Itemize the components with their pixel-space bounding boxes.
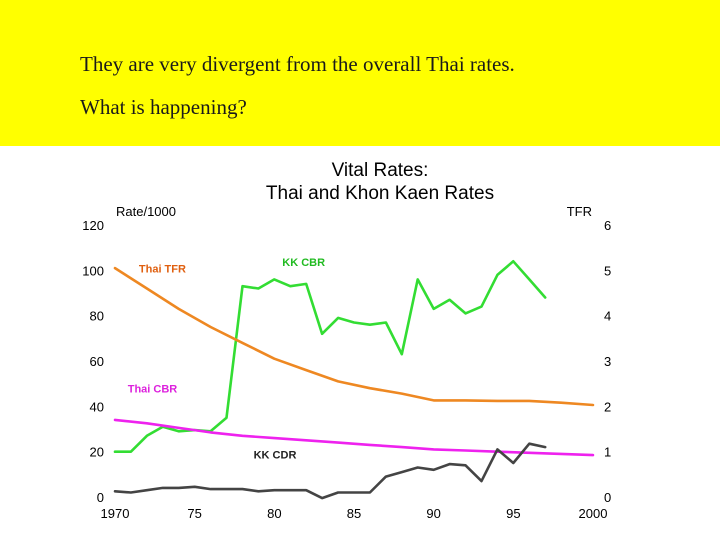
series-label-kk-cdr: KK CDR <box>254 449 297 461</box>
x-tick-1980: 80 <box>267 506 281 521</box>
x-tick-1995: 95 <box>506 506 520 521</box>
x-tick-1970: 1970 <box>101 506 130 521</box>
x-tick-2000: 2000 <box>579 506 608 521</box>
y-tick-left-40: 40 <box>90 399 104 414</box>
x-tick-1975: 75 <box>187 506 201 521</box>
series-line-kk-cdr <box>113 442 547 500</box>
series-label-kk-cbr: KK CBR <box>282 257 325 269</box>
x-tick-1990: 90 <box>426 506 440 521</box>
x-tick-1985: 85 <box>347 506 361 521</box>
y-tick-right-5: 5 <box>604 263 611 278</box>
y-tick-right-0: 0 <box>604 490 611 505</box>
series-line-thai-cbr <box>113 418 595 457</box>
y-axis-label-right: TFR <box>567 204 592 219</box>
series-label-thai-tfr: Thai TFR <box>139 264 186 276</box>
slide-banner: They are very divergent from the overall… <box>0 0 720 146</box>
y-tick-left-120: 120 <box>82 218 104 233</box>
y-tick-right-6: 6 <box>604 218 611 233</box>
chart-series-labels: KK CBR Thai TFR Thai CBR KK CDR <box>128 257 325 462</box>
y-tick-left-100: 100 <box>82 263 104 278</box>
series-line-kk-cbr <box>113 259 547 454</box>
y-tick-left-60: 60 <box>90 354 104 369</box>
y-tick-right-2: 2 <box>604 399 611 414</box>
y-tick-left-20: 20 <box>90 445 104 460</box>
series-line-thai-tfr <box>113 266 595 407</box>
y-tick-left-80: 80 <box>90 309 104 324</box>
y-tick-right-3: 3 <box>604 354 611 369</box>
y-axis-label-left: Rate/1000 <box>116 204 176 219</box>
chart-title-line-1: Vital Rates: <box>332 160 429 181</box>
series-label-thai-cbr: Thai CBR <box>128 384 178 396</box>
slide-text-line-1: They are very divergent from the overall… <box>80 52 515 76</box>
chart-axes: 0 20 40 60 80 100 120 0 1 2 3 4 5 6 1970 75 80 85 90 95 2000 <box>82 218 611 521</box>
y-tick-right-4: 4 <box>604 309 611 324</box>
chart-series <box>113 259 595 500</box>
slide-text-line-2: What is happening? <box>80 95 247 119</box>
y-tick-right-1: 1 <box>604 445 611 460</box>
y-tick-left-0: 0 <box>97 490 104 505</box>
chart-title-line-2: Thai and Khon Kaen Rates <box>266 183 494 204</box>
